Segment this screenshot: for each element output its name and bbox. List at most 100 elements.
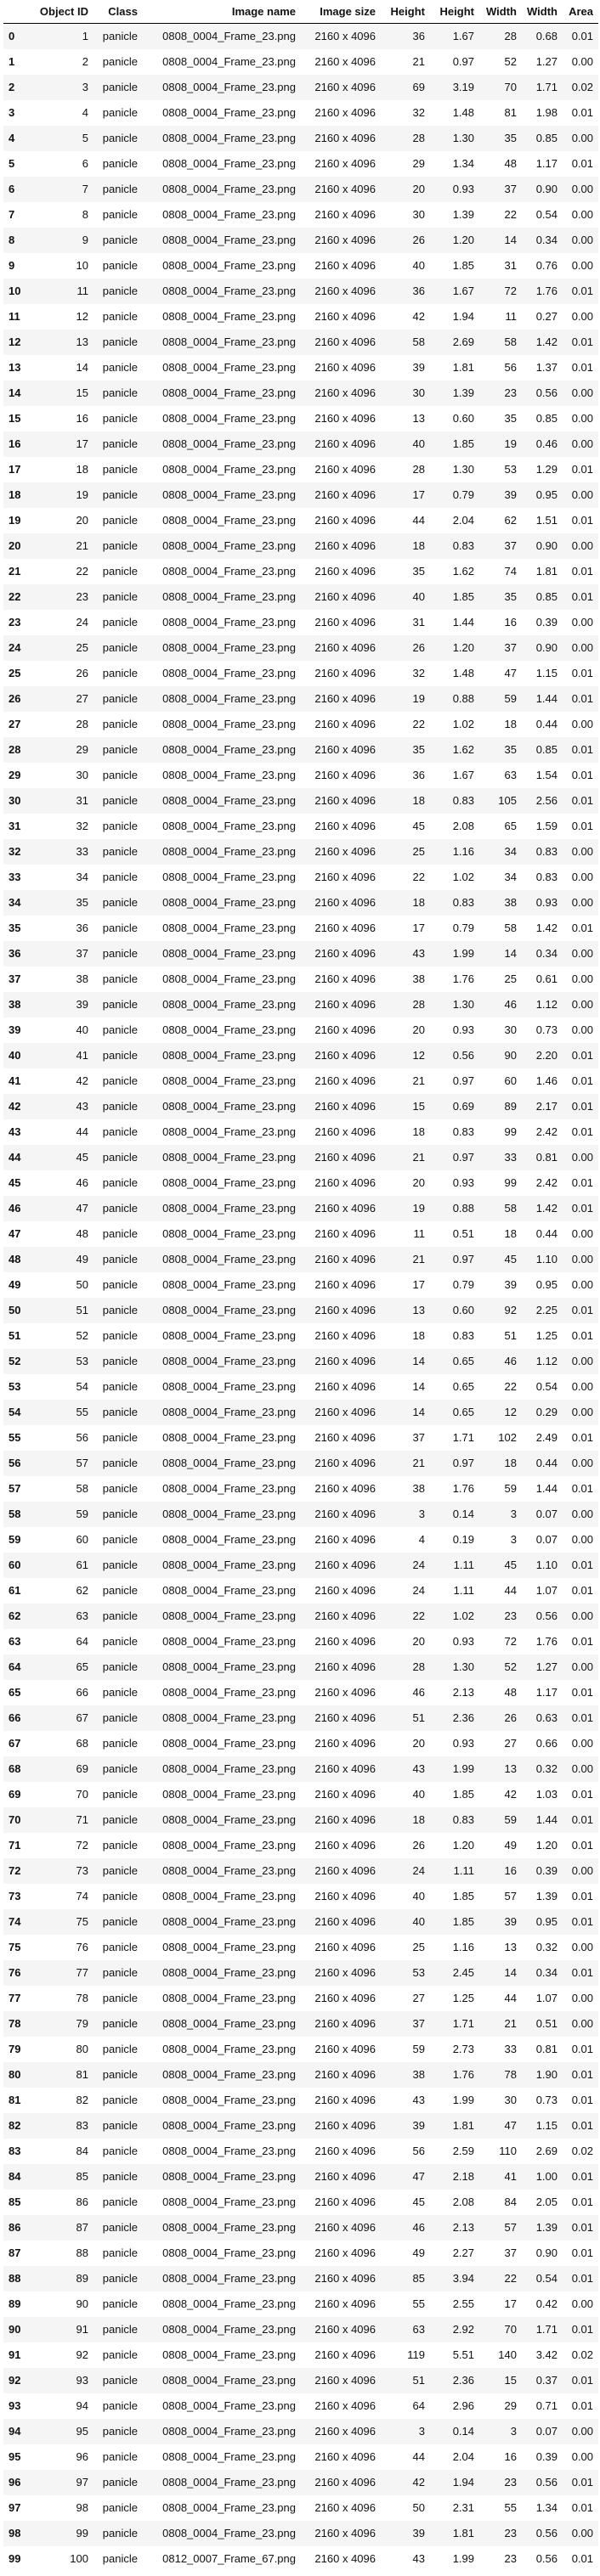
object-id-cell: 3 (82, 81, 88, 93)
height-px-cell: 63 (412, 2323, 425, 2336)
image-size-cell: 2160 x 4096 (314, 1125, 376, 1138)
width-cm-cell: 0.56 (535, 1609, 558, 1622)
height-cm-cell: 0.97 (452, 1253, 474, 1265)
object-id-cell: 25 (76, 641, 88, 654)
row-index: 55 (8, 1431, 21, 1444)
class-cell: panicle (102, 820, 138, 832)
row-index: 28 (8, 743, 21, 756)
width-px-cell: 52 (504, 55, 517, 68)
row-index: 82 (8, 2119, 21, 2132)
image-name-cell: 0808_0004_Frame_23.png (162, 2145, 296, 2157)
image-name-cell: 0808_0004_Frame_23.png (162, 1813, 296, 1826)
image-size-cell: 2160 x 4096 (314, 769, 376, 781)
object-id-cell: 26 (76, 667, 88, 679)
height-cm-cell: 2.59 (452, 2145, 474, 2157)
image-name-cell: 0808_0004_Frame_23.png (162, 2399, 296, 2412)
height-px-cell: 36 (412, 285, 425, 297)
object-id-cell: 27 (76, 692, 88, 705)
height-px-cell: 21 (412, 1253, 425, 1265)
class-cell: panicle (102, 1686, 138, 1699)
width-cm-cell: 1.81 (535, 565, 558, 578)
row-index: 51 (8, 1329, 21, 1342)
row-index: 83 (8, 2145, 21, 2157)
table-row: 98 99 panicle 0808_0004_Frame_23.png 2160 x … (3, 2520, 598, 2546)
image-size-cell: 2160 x 4096 (314, 2348, 376, 2361)
height-cm-cell: 2.13 (452, 1686, 474, 1699)
height-cm-cell: 2.04 (452, 2450, 474, 2463)
height-px-cell: 56 (412, 2145, 425, 2157)
image-name-cell: 0808_0004_Frame_23.png (162, 1406, 296, 1418)
width-cm-cell: 0.34 (535, 947, 558, 960)
class-cell: panicle (102, 132, 138, 144)
class-cell: panicle (102, 463, 138, 476)
object-id-cell: 23 (76, 590, 88, 603)
class-cell: panicle (102, 183, 138, 195)
image-name-cell: 0808_0004_Frame_23.png (162, 1533, 296, 1546)
object-id-cell: 1 (82, 30, 88, 43)
image-name-cell: 0808_0004_Frame_23.png (162, 55, 296, 68)
class-cell: panicle (102, 2272, 138, 2285)
image-size-cell: 2160 x 4096 (314, 2374, 376, 2387)
class-cell: panicle (102, 1941, 138, 1953)
class-cell: panicle (102, 616, 138, 628)
height-cm-cell: 0.65 (452, 1355, 474, 1367)
class-cell: panicle (102, 1406, 138, 1418)
image-name-cell: 0808_0004_Frame_23.png (162, 1915, 296, 1928)
width-px-cell: 41 (504, 2170, 517, 2183)
width-cm-cell: 0.90 (535, 183, 558, 195)
image-size-cell: 2160 x 4096 (314, 1406, 376, 1418)
image-size-cell: 2160 x 4096 (314, 871, 376, 883)
image-size-cell: 2160 x 4096 (314, 2017, 376, 2030)
width-px-cell: 13 (504, 1762, 517, 1775)
image-size-cell: 2160 x 4096 (314, 183, 376, 195)
header-row: Object ID Class Image name Image size Height… (3, 0, 598, 24)
height-px-cell: 40 (412, 1890, 425, 1902)
width-px-cell: 70 (504, 2323, 517, 2336)
image-size-header: Image size (301, 0, 381, 24)
row-index: 42 (8, 1100, 21, 1113)
height-cm-cell: 1.20 (452, 234, 474, 246)
row-index: 52 (8, 1355, 21, 1367)
width-cm-cell: 0.66 (535, 1737, 558, 1750)
area-cell: 0.01 (571, 820, 593, 832)
height-px-cell: 25 (412, 845, 425, 858)
width-cm-cell: 0.51 (535, 2017, 558, 2030)
area-cell: 0.00 (571, 2297, 593, 2310)
width-cm-cell: 0.85 (535, 412, 558, 425)
width-cm-cell: 2.42 (535, 1125, 558, 1138)
width-px-cell: 59 (504, 692, 517, 705)
width-px-cell: 21 (504, 2017, 517, 2030)
height-px-cell: 20 (412, 1737, 425, 1750)
height-cm-cell: 1.99 (452, 1762, 474, 1775)
width-px-cell: 45 (504, 1253, 517, 1265)
area-cell: 0.00 (571, 2527, 593, 2539)
height-cm-cell: 1.20 (452, 1839, 474, 1852)
table-row: 22 23 panicle 0808_0004_Frame_23.png 2160 x … (3, 583, 598, 610)
width-px-cell: 45 (504, 1559, 517, 1571)
width-px-cell: 3 (510, 1508, 517, 1520)
height-px-cell: 14 (412, 1355, 425, 1367)
width-px-cell: 16 (504, 2450, 517, 2463)
image-size-cell: 2160 x 4096 (314, 1380, 376, 1393)
height-px-cell: 59 (412, 2043, 425, 2055)
class-cell: panicle (102, 2145, 138, 2157)
class-cell: panicle (102, 2017, 138, 2030)
area-cell: 0.01 (571, 361, 593, 374)
height-cm-cell: 1.85 (452, 1788, 474, 1801)
area-cell: 0.01 (571, 2272, 593, 2285)
class-cell: panicle (102, 2348, 138, 2361)
width-px-cell: 12 (504, 1406, 517, 1418)
height-cm-cell: 0.88 (452, 1202, 474, 1215)
table-row: 52 53 panicle 0808_0004_Frame_23.png 2160 x … (3, 1348, 598, 1374)
area-cell: 0.00 (571, 1380, 593, 1393)
table-row: 91 92 panicle 0808_0004_Frame_23.png 2160 x … (3, 2342, 598, 2368)
row-index: 91 (8, 2348, 21, 2361)
row-index: 99 (8, 2552, 21, 2565)
area-cell: 0.01 (571, 794, 593, 807)
height-px-cell: 64 (412, 2399, 425, 2412)
height-px-cell: 31 (412, 616, 425, 628)
width-cm-cell: 0.54 (535, 2272, 558, 2285)
object-id-cell: 29 (76, 743, 88, 756)
height-px-cell: 49 (412, 2246, 425, 2259)
height-px-cell: 25 (412, 1941, 425, 1953)
